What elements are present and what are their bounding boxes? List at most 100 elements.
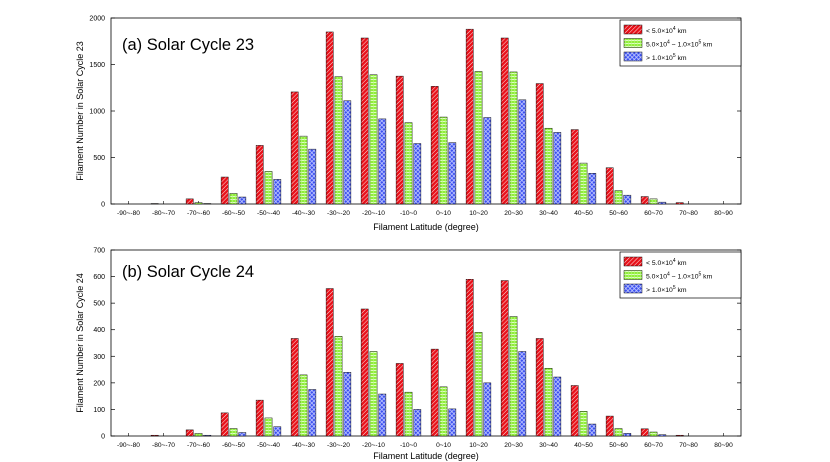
legend-label-small: < 5.0×104 km [646,26,687,35]
x-tick-label: 40~50 [574,442,593,449]
x-tick-label: 10~20 [469,442,488,449]
x-tick-label: -60~-50 [222,442,245,449]
bars-b [150,279,684,437]
bar-small [395,363,404,437]
x-ticks-b: -90~-80 -80~-70 -70~-60 -60~-50 -50~-40 -40~-… [117,433,733,449]
bar-small [570,129,579,205]
x-tick-label: -70~-60 [187,210,210,217]
bar-large [518,99,527,205]
legend-swatch-medium [623,270,643,280]
bar-small [640,196,649,205]
x-tick-label: 60~70 [644,210,663,217]
bar-large [588,423,597,437]
bar-small [430,86,439,205]
legend-text: km [676,287,687,294]
x-tick-label: 80~90 [714,442,733,449]
bar-small [570,385,579,437]
legend-label-large: > 1.0×105 km [646,285,687,294]
bar-medium [649,198,658,205]
bar-large [448,142,457,205]
legend-label-medium: 5.0×104 ~ 1.0×105 km [646,272,713,281]
x-tick-label: 50~60 [609,210,628,217]
legend-superscript: 5 [699,40,702,46]
bar-small [325,31,334,205]
bar-large [413,143,422,205]
x-tick-label: -30~-20 [327,442,350,449]
bar-large [658,201,667,205]
chart-panel-b: (b) Solar Cycle 24 Filament Number in So… [75,248,742,461]
y-tick-label: 2000 [89,16,105,23]
x-tick-label: -80~-70 [152,442,175,449]
legend-superscript: 5 [673,285,676,291]
bar-large [588,173,597,205]
bar-small [290,91,299,205]
x-tick-label: 20~30 [504,442,523,449]
bar-large [343,372,352,437]
bar-medium [229,193,238,205]
x-tick-label: -10~0 [400,442,417,449]
legend-swatch-small [623,24,643,35]
x-tick-label: -80~-70 [152,210,175,217]
x-tick-label: -90~-80 [117,210,140,217]
bar-small [535,338,544,437]
bar-large [238,432,247,437]
bar-medium [614,428,623,437]
legend-text: < 5.0×10 [646,28,673,35]
legend-text: km [701,274,712,281]
x-tick-label: -70~-60 [187,442,210,449]
y-tick-label: 200 [93,380,105,387]
x-tick-label: 40~50 [574,210,593,217]
legend-superscript: 4 [673,258,676,264]
y-axis-label-a: Filament Number in Solar Cycle 23 [75,41,85,181]
y-tick-label: 1500 [89,62,105,69]
bar-medium [299,135,308,205]
legend-text: 5.0×10 [646,42,667,49]
x-axis-label-b: Filament Latitude (degree) [373,451,479,461]
bar-large [483,382,492,437]
x-tick-label: 0~10 [436,210,451,217]
bar-small [395,75,404,205]
y-ticks-b: 0 100 200 300 400 500 600 700 [93,248,741,441]
legend-text: < 5.0×10 [646,260,673,267]
legend-swatch-large [623,51,643,62]
bar-small [605,415,614,437]
bar-small [220,176,229,205]
bar-large [658,434,667,437]
bar-large [448,408,457,437]
x-tick-label: -30~-20 [327,210,350,217]
bar-medium [509,71,518,205]
y-tick-label: 0 [101,202,105,209]
x-tick-label: -50~-40 [257,442,280,449]
bar-small [640,428,649,437]
bar-small [255,399,264,437]
bar-medium [334,336,343,437]
y-tick-label: 300 [93,354,105,361]
x-tick-label: 70~80 [679,442,698,449]
legend-text: 5.0×10 [646,274,667,281]
legend-label-large: > 1.0×105 km [646,53,687,62]
bar-medium [299,374,308,437]
bar-small [325,288,334,437]
bar-medium [194,202,203,205]
x-tick-label: 70~80 [679,210,698,217]
bar-small [605,167,614,205]
plot-frame-b [110,249,742,437]
bar-large [343,100,352,205]
bar-medium [474,71,483,205]
chart-title-b: (b) Solar Cycle 24 [122,263,254,281]
bar-medium [649,431,658,437]
legend-text: km [676,55,687,62]
legend-superscript: 4 [667,272,670,278]
x-tick-label: 30~40 [539,442,558,449]
bar-large [553,132,562,205]
x-tick-label: 60~70 [644,442,663,449]
legend-text: km [701,42,712,49]
bar-small [675,434,684,437]
x-axis-label-a: Filament Latitude (degree) [373,222,479,232]
x-tick-label: -40~-30 [292,210,315,217]
bar-large [623,433,632,437]
legend-swatch-small [623,256,643,267]
legend-swatch-medium [623,38,643,48]
y-tick-label: 500 [93,301,105,308]
bar-large [378,118,387,205]
